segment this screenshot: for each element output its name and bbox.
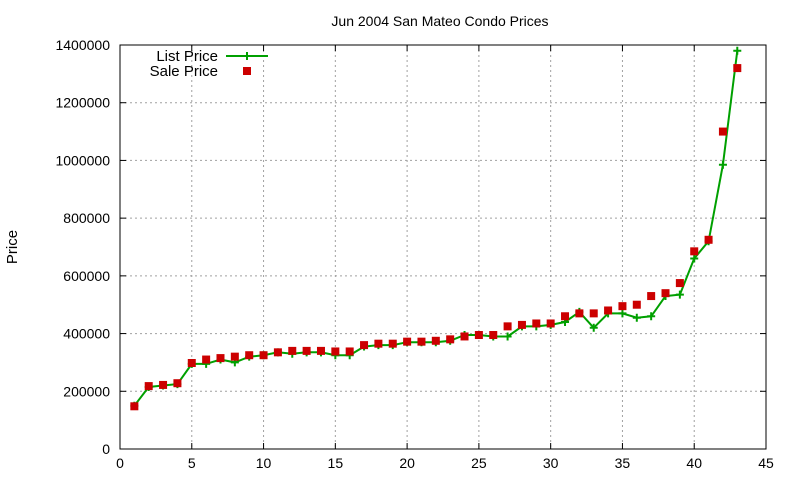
sale-price-point [130,402,139,411]
x-tick-label: 35 [615,455,631,471]
sale-price-point [575,309,584,318]
sale-price-point [302,346,311,355]
list-price-point [718,160,727,169]
sale-price-point [273,348,282,357]
sale-price-point [589,309,598,318]
sale-price-point [517,320,526,329]
axis-ticks: 0 5 10 15 20 25 30 35 40 45 0 200000 400000 600000 800… [55,37,774,471]
sale-price-point [403,337,412,346]
sale-price-point [431,336,440,345]
y-tick-label: 200000 [63,383,110,399]
x-tick-label: 0 [116,455,124,471]
sale-price-point [604,306,613,315]
legend: List Price Sale Price [150,48,268,80]
sale-price-point [345,347,354,356]
sale-price-point [216,354,225,363]
sale-price-point [704,235,713,244]
sale-price-point [388,339,397,348]
sale-price-point [675,279,684,288]
y-tick-label: 1400000 [55,37,110,53]
series-layer [130,46,742,411]
sale-price-point [331,347,340,356]
sale-price-point [245,351,254,360]
list-price-point [690,254,699,263]
sale-price-point [144,382,153,391]
sale-price-point [474,331,483,340]
list-price-point [647,312,656,321]
x-tick-label: 10 [256,455,272,471]
x-tick-label: 30 [543,455,559,471]
y-tick-label: 1000000 [55,152,110,168]
x-tick-label: 25 [471,455,487,471]
legend-swatch-list-price-marker [243,52,251,60]
list-price-point [503,332,512,341]
sale-price-point [661,289,670,298]
sale-price-point [690,247,699,256]
sale-price-point [718,127,727,136]
list-price-line [133,50,739,407]
grid [120,45,766,449]
sale-price-point [632,300,641,309]
plot-frame [119,44,767,450]
x-tick-label: 45 [758,455,774,471]
y-tick-label: 400000 [63,326,110,342]
x-tick-label: 20 [399,455,415,471]
list-price-point [632,313,641,322]
list-price-point [618,309,627,318]
list-price-point [733,46,742,55]
sale-price-point [503,322,512,331]
sale-price-point [374,339,383,348]
sale-price-point [417,337,426,346]
sale-price-point [159,380,168,389]
y-tick-label: 600000 [63,268,110,284]
y-tick-label: 800000 [63,210,110,226]
sale-price-point [446,335,455,344]
chart-title: Jun 2004 San Mateo Condo Prices [331,13,548,29]
list-price-point [589,323,598,332]
sale-price-point [618,302,627,311]
sale-price-point [202,355,211,364]
legend-label-list-price: List Price [156,48,218,65]
legend-label-sale-price: Sale Price [150,63,218,80]
sale-price-point [316,346,325,355]
sale-price-point [360,341,369,350]
x-tick-label: 5 [188,455,196,471]
sale-price-point [173,379,182,388]
sale-price-point [460,332,469,341]
sale-price-point [187,359,196,368]
y-tick-label: 1200000 [55,95,110,111]
y-tick-label: 0 [102,441,110,457]
sale-price-point [230,352,239,361]
sale-price-point [259,351,268,360]
sale-price-point [733,64,742,73]
list-price-point [675,290,684,299]
sale-price-point [288,346,297,355]
x-tick-label: 15 [328,455,344,471]
legend-swatch-sale-price-marker [243,67,251,75]
sale-price-point [546,319,555,328]
sale-price-point [647,292,656,301]
sale-price-point [532,319,541,328]
sale-price-point [561,312,570,321]
sale-price-point [489,331,498,340]
x-tick-label: 40 [686,455,702,471]
y-axis-label: Price [4,230,21,264]
